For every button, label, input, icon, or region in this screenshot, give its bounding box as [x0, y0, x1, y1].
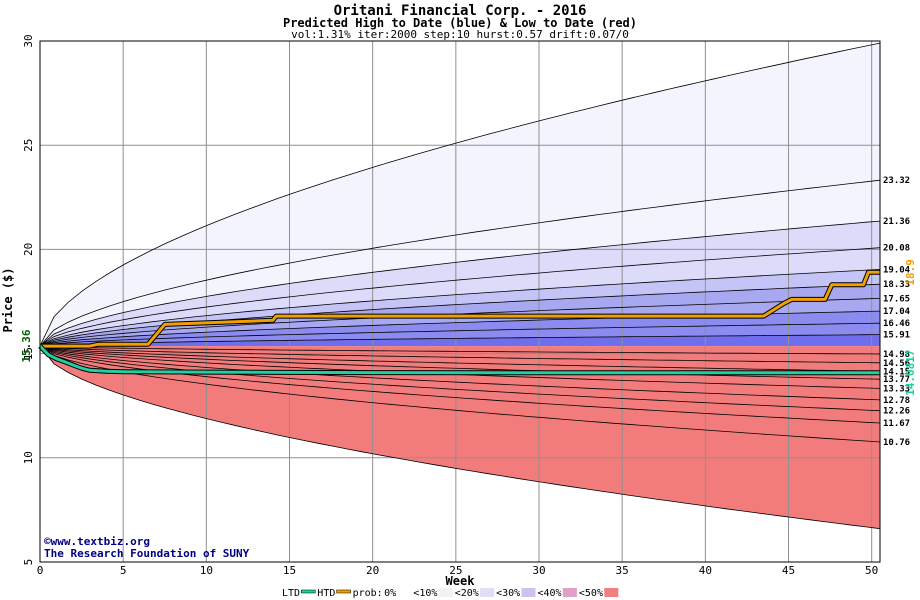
x-tick-0: 0 [37, 564, 44, 577]
lower-quantile-line-1 [39, 345, 881, 364]
legend-swatch-3 [521, 588, 536, 597]
probability-bands [40, 43, 880, 529]
upper-band-7 [40, 311, 880, 347]
x-tick-25: 25 [449, 564, 462, 577]
upper-quantile-label-6: 17.65 [883, 294, 910, 304]
legend-entry-0: 0% [384, 588, 396, 599]
right-quantile-labels: 23.32 21.36 20.08 19.04 18.33 17.65 17.04 16.46… [883, 176, 911, 448]
ltd-line [38, 345, 880, 375]
credit-website: ©www.textbiz.org [44, 535, 150, 548]
y-tick-20: 20 [22, 243, 35, 256]
upper-quantile-line-8 [39, 322, 881, 347]
x-tick-15: 15 [283, 564, 296, 577]
series-lines [38, 269, 880, 376]
upper-quantile-line-3 [39, 247, 881, 347]
upper-quantile-line-9 [39, 334, 881, 347]
upper-quantile-line-0 [39, 42, 881, 347]
chart-title: Oritani Financial Corp. - 2016 [334, 3, 587, 19]
upper-band-2 [40, 221, 880, 347]
start-price-label: 15.36 [20, 329, 33, 362]
upper-band-0 [40, 43, 880, 347]
y-tick-25: 25 [22, 139, 35, 152]
legend-entry-1: <10% [413, 588, 437, 599]
upper-quantile-label-8: 16.46 [883, 319, 910, 329]
y-axis-label: Price ($) [1, 267, 15, 332]
lower-quantile-label-3: 13.77 [883, 375, 910, 385]
lower-quantile-line-6 [39, 345, 881, 412]
htd-end-value-label: 18.9 [904, 259, 917, 286]
x-tick-45: 45 [782, 564, 795, 577]
upper-band-4 [40, 269, 880, 347]
legend-htd-swatch [336, 589, 351, 594]
lower-quantile-line-2 [39, 345, 881, 372]
lower-quantile-label-4: 13.33 [883, 384, 910, 394]
legend-swatch-4 [562, 588, 577, 597]
plot-frame [39, 40, 881, 563]
x-tick-40: 40 [699, 564, 712, 577]
chart-params: vol:1.31% iter:2000 step:10 hurst:0.57 d… [291, 28, 629, 41]
chart-subtitle: Predicted High to Date (blue) & Low to D… [283, 16, 637, 30]
y-tick-30: 30 [22, 34, 35, 47]
x-tick-50: 50 [865, 564, 878, 577]
lower-quantile-label-7: 11.67 [883, 419, 910, 429]
legend: LTD HTD prob: 0% <10% <20% <30% <40% <50% [282, 588, 619, 599]
legend-entry-3: <30% [496, 588, 520, 599]
y-tick-15: 15 [22, 347, 35, 360]
legend-prob-label: prob: [353, 588, 383, 599]
lower-quantile-line-5 [39, 345, 881, 401]
upper-band-1 [40, 180, 880, 347]
upper-quantile-line-4 [39, 269, 881, 347]
lower-quantile-label-8: 10.76 [883, 438, 910, 448]
lower-quantile-label-0: 14.98 [883, 350, 910, 360]
upper-quantile-label-9: 15.91 [883, 331, 910, 341]
lower-quantile-line-0 [39, 345, 881, 355]
legend-swatch-5 [604, 588, 619, 597]
upper-band-5 [40, 284, 880, 347]
ltd-end-value-label: 14.0817 [904, 350, 917, 396]
lower-quantile-line-3 [39, 345, 881, 380]
legend-htd-label: HTD [317, 588, 335, 599]
lower-quantile-label-6: 12.26 [883, 407, 910, 417]
legend-entry-5: <50% [579, 588, 603, 599]
lower-quantile-line-8 [39, 345, 881, 443]
upper-quantile-label-4: 19.04 [883, 265, 911, 275]
x-tick-20: 20 [366, 564, 379, 577]
upper-quantile-label-7: 17.04 [883, 307, 911, 317]
x-tick-30: 30 [532, 564, 545, 577]
legend-entry-2: <20% [455, 588, 479, 599]
lower-quantile-label-2: 14.15 [883, 367, 910, 377]
lower-quantile-label-1: 14.56 [883, 359, 910, 369]
upper-quantile-label-3: 20.08 [883, 244, 910, 254]
y-tick-5: 5 [22, 559, 35, 566]
upper-quantile-line-1 [39, 179, 881, 347]
x-tick-5: 5 [120, 564, 127, 577]
upper-band-8 [40, 323, 880, 347]
legend-entry-4: <40% [538, 588, 562, 599]
legend-swatch-1 [438, 588, 453, 597]
legend-ltd-label: LTD [282, 588, 300, 599]
x-tick-10: 10 [200, 564, 213, 577]
upper-quantile-label-5: 18.33 [883, 280, 910, 290]
upper-quantile-label-1: 23.32 [883, 176, 910, 186]
legend-ltd-swatch [301, 589, 316, 594]
upper-quantile-line-2 [39, 220, 881, 347]
htd-line [40, 270, 880, 348]
legend-swatch-0 [397, 588, 412, 597]
upper-quantile-label-2: 21.36 [883, 217, 910, 227]
x-tick-35: 35 [616, 564, 629, 577]
y-tick-10: 10 [22, 451, 35, 464]
upper-band-3 [40, 247, 880, 347]
x-axis-label: Week [446, 574, 476, 588]
credit-foundation: The Research Foundation of SUNY [44, 547, 250, 560]
lower-quantile-line-9 [39, 345, 881, 530]
lower-quantile-label-5: 12.78 [883, 396, 910, 406]
upper-band-9 [40, 334, 880, 347]
legend-swatch-2 [480, 588, 495, 597]
